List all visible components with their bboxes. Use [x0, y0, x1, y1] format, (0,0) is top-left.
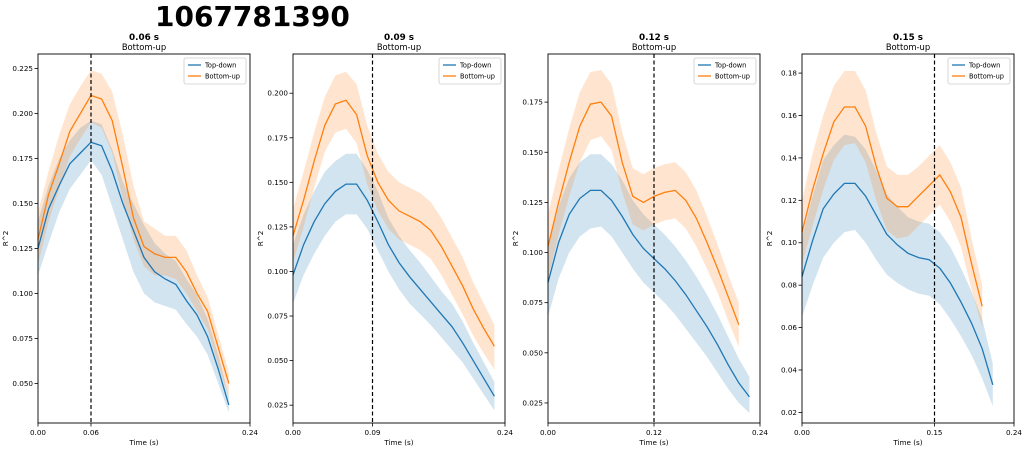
legend-label-bottomup: Bottom-up	[460, 73, 495, 81]
axes-frame	[292, 53, 506, 424]
series-line-bottomup	[547, 101, 740, 325]
chart-panel-2: 0.025 0.050 0.075 0.100 0.125 0.150 0.175 0.200…	[256, 33, 513, 447]
x-tick-label: 0.24	[242, 428, 258, 437]
y-tick-label: 0.100	[267, 267, 288, 276]
x-tick-label: 0.06	[83, 428, 99, 437]
legend-label-topdown: Top-down	[968, 62, 1000, 70]
x-tick-label: 0.24	[1006, 428, 1022, 437]
ci-band-bottomup	[802, 71, 983, 328]
y-tick-label: 0.100	[522, 248, 543, 257]
y-tick-label: 0.12	[781, 196, 797, 205]
series-line-topdown	[801, 182, 994, 385]
x-tick-label: 0.24	[497, 428, 513, 437]
y-tick-label: 0.050	[522, 348, 543, 357]
y-axis-label: R^2	[256, 231, 265, 247]
chart-title: 0.09 s	[384, 33, 414, 43]
y-tick-label: 0.025	[522, 398, 543, 407]
y-tick-label: 0.125	[12, 244, 33, 253]
y-tick-label: 0.200	[12, 109, 33, 118]
x-tick-label: 0.00	[794, 428, 810, 437]
x-axis-label: Time (s)	[892, 438, 922, 447]
y-axis-label: R^2	[511, 231, 520, 247]
ci-band-topdown	[38, 120, 229, 413]
y-tick-label: 0.175	[522, 98, 543, 107]
y-tick-label: 0.02	[781, 408, 797, 417]
x-tick-label: 0.09	[364, 428, 380, 437]
chart-panel-1: 0.050 0.075 0.100 0.125 0.150 0.175 0.200 0.225…	[1, 33, 258, 447]
y-tick-label: 0.225	[12, 64, 33, 73]
y-axis-label: R^2	[765, 231, 774, 247]
chart-panel-4: 0.02 0.04 0.06 0.08 0.10 0.12 0.14 0.16 0.18 0.00…	[765, 33, 1022, 447]
legend-label-bottomup: Bottom-up	[715, 73, 750, 81]
legend: Top-down Bottom-up	[693, 57, 757, 85]
y-tick-label: 0.16	[781, 111, 797, 120]
chart-subtitle: Bottom-up	[886, 42, 930, 52]
legend: Top-down Bottom-up	[183, 57, 247, 85]
legend-label-topdown: Top-down	[459, 62, 491, 70]
x-axis-label: Time (s)	[383, 438, 413, 447]
chart-subtitle: Bottom-up	[632, 42, 676, 52]
ci-band-bottomup	[293, 71, 495, 370]
y-tick-label: 0.200	[267, 89, 288, 98]
x-tick-label: 0.24	[752, 428, 768, 437]
x-tick-label: 0.00	[285, 428, 301, 437]
series-line-bottomup	[801, 106, 983, 307]
y-tick-label: 0.125	[522, 198, 543, 207]
chart-subtitle: Bottom-up	[377, 42, 421, 52]
chart-subtitle: Bottom-up	[122, 42, 166, 52]
y-tick-label: 0.100	[12, 289, 33, 298]
legend: Top-down Bottom-up	[947, 57, 1011, 85]
y-axis-label: R^2	[1, 231, 10, 247]
series-line-bottomup	[292, 99, 495, 347]
chart-title: 0.12 s	[639, 33, 669, 43]
y-tick-label: 0.175	[12, 154, 33, 163]
ci-band-bottomup	[38, 70, 229, 396]
y-tick-label: 0.150	[267, 178, 288, 187]
y-tick-label: 0.18	[781, 69, 797, 78]
series-line-topdown	[292, 183, 495, 397]
figure-title: 1067781390	[155, 0, 350, 33]
y-tick-label: 0.025	[267, 401, 288, 410]
series-line-topdown	[37, 141, 230, 406]
x-tick-label: 0.00	[30, 428, 46, 437]
y-tick-label: 0.14	[781, 153, 797, 162]
x-tick-label: 0.15	[926, 428, 942, 437]
ci-band-topdown	[548, 154, 750, 414]
legend-label-topdown: Top-down	[204, 62, 236, 70]
y-tick-label: 0.050	[12, 379, 33, 388]
legend: Top-down Bottom-up	[438, 57, 502, 85]
y-tick-label: 0.150	[522, 148, 543, 157]
y-tick-label: 0.075	[12, 334, 33, 343]
y-tick-label: 0.125	[267, 222, 288, 231]
y-tick-label: 0.150	[12, 199, 33, 208]
axes-frame	[801, 53, 1015, 424]
x-axis-label: Time (s)	[128, 438, 158, 447]
y-tick-label: 0.04	[781, 365, 797, 374]
series-line-bottomup	[37, 94, 230, 384]
legend-label-bottomup: Bottom-up	[205, 73, 240, 81]
chart-title: 0.15 s	[893, 33, 923, 43]
chart-panel-3: 0.025 0.050 0.075 0.100 0.125 0.150 0.175 0.00 0…	[511, 33, 768, 447]
legend-label-topdown: Top-down	[714, 62, 746, 70]
x-tick-label: 0.12	[646, 428, 662, 437]
y-tick-label: 0.075	[522, 298, 543, 307]
x-tick-label: 0.00	[540, 428, 556, 437]
ci-band-bottomup	[548, 70, 739, 347]
legend-label-bottomup: Bottom-up	[969, 73, 1004, 81]
y-tick-label: 0.050	[267, 356, 288, 365]
axes-frame	[37, 53, 251, 424]
series-line-topdown	[547, 189, 750, 398]
y-tick-label: 0.10	[781, 238, 797, 247]
y-tick-label: 0.08	[781, 281, 797, 290]
y-tick-label: 0.075	[267, 312, 288, 321]
ci-band-topdown	[802, 134, 993, 406]
y-tick-label: 0.06	[781, 323, 797, 332]
y-tick-label: 0.175	[267, 133, 288, 142]
chart-title: 0.06 s	[129, 33, 159, 43]
x-axis-label: Time (s)	[638, 438, 668, 447]
